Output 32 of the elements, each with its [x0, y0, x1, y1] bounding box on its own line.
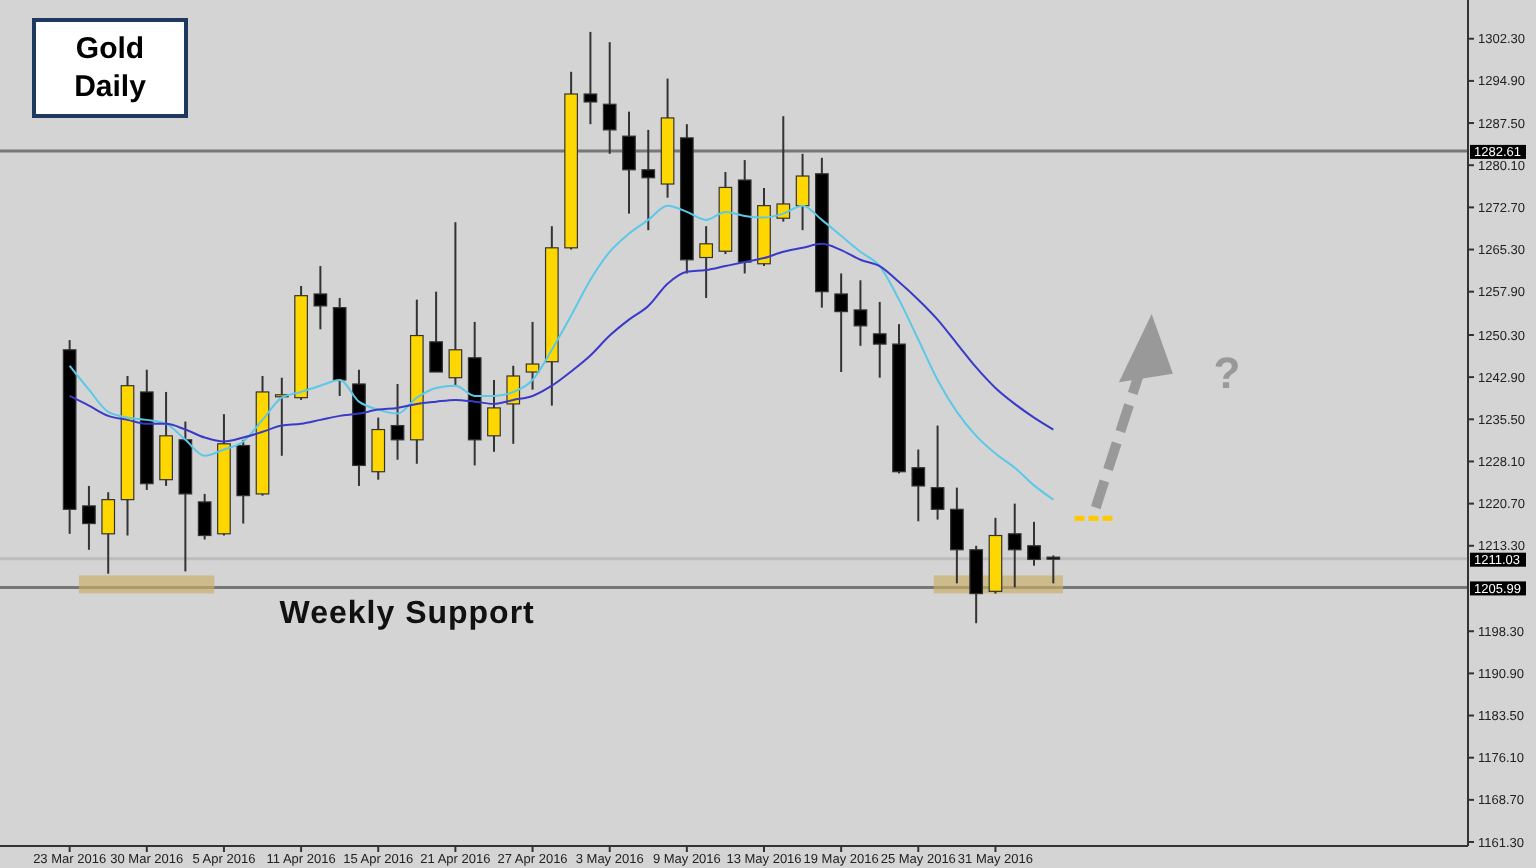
annotation: ? — [1213, 347, 1241, 398]
candlestick — [429, 290, 443, 374]
candlestick — [313, 265, 328, 331]
candlestick — [1046, 554, 1061, 585]
candlestick — [159, 390, 173, 487]
candlestick — [641, 128, 656, 232]
candlestick — [969, 544, 984, 625]
line-series — [68, 242, 1055, 443]
candlestick — [1007, 502, 1022, 589]
candlestick — [602, 41, 617, 155]
candlestick — [448, 221, 463, 387]
candlestick — [197, 492, 212, 541]
candlestick — [872, 300, 887, 379]
candlestick — [795, 152, 810, 232]
candlestick — [390, 382, 405, 461]
candlestick — [101, 491, 116, 575]
candlestick — [622, 110, 636, 215]
candlestick — [583, 30, 598, 126]
candlestick — [487, 378, 501, 453]
candlestick — [930, 424, 945, 521]
candlestick — [834, 272, 849, 374]
candlestick — [776, 115, 791, 223]
candlestick — [911, 448, 926, 523]
candlestick — [853, 279, 868, 347]
candlestick — [82, 484, 96, 551]
candlestick — [699, 225, 713, 299]
annotation: Weekly Support — [279, 597, 536, 632]
candlestick — [371, 416, 386, 481]
candlestick — [525, 320, 540, 391]
text: Gold Daily — [74, 32, 148, 104]
candlestick — [950, 486, 964, 585]
candlestick — [1027, 520, 1041, 567]
